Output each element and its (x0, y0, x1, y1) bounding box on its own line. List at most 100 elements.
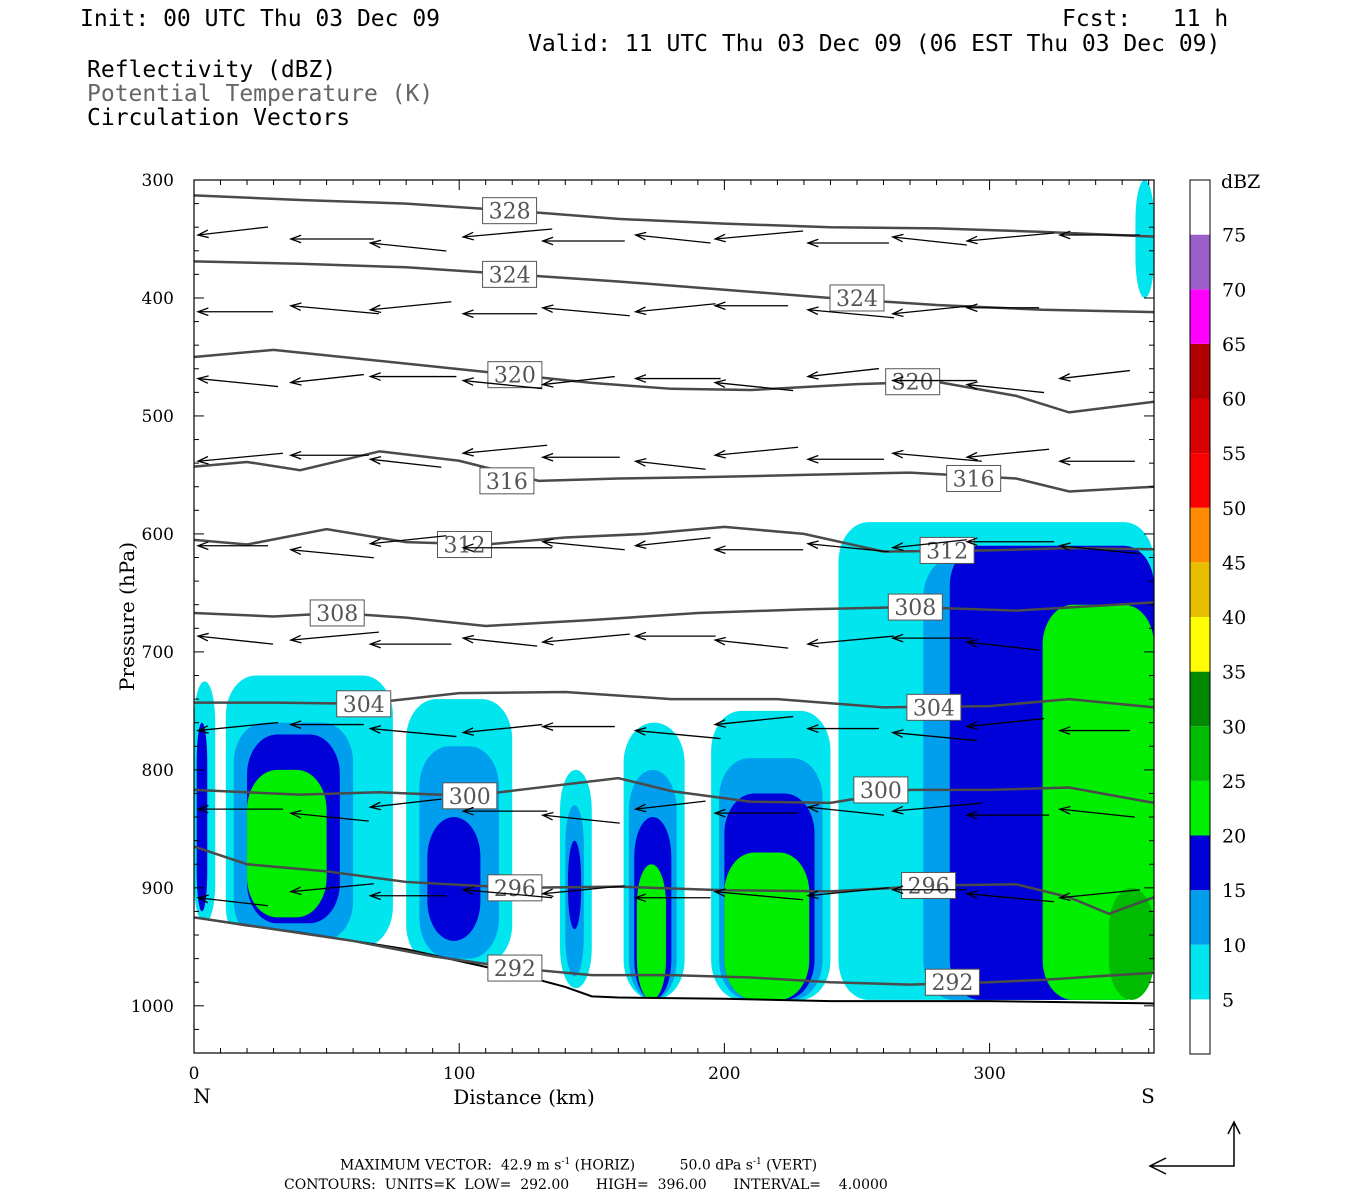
wind-vector-head (461, 447, 475, 457)
max-vert-value: 50.0 dPa s (679, 1157, 753, 1174)
x-tick-label: 300 (973, 1064, 1005, 1084)
contour-label-box (479, 467, 535, 495)
horiz-exponent: -1 (561, 1157, 571, 1167)
wind-vector (542, 541, 625, 551)
contour-label-box (487, 954, 543, 982)
contour-label: 316 (486, 470, 528, 495)
reflectivity-cell (427, 817, 481, 941)
wind-vector-head (965, 721, 978, 730)
colorbar-label: 25 (1222, 771, 1246, 793)
wind-vector-head (1057, 230, 1071, 240)
wind-vector (1059, 545, 1140, 555)
wind-vector-head (540, 636, 554, 646)
wind-vector (290, 373, 364, 384)
x-tick-label: 0 (189, 1064, 200, 1084)
contour-label-box (309, 599, 365, 627)
x-tick-label: 100 (443, 1064, 475, 1084)
wind-vector (966, 383, 1045, 394)
below-ground-mask (194, 917, 1154, 1053)
field-circulation-vectors: Circulation Vectors (87, 105, 351, 131)
contour-label: 308 (894, 596, 936, 621)
wind-vector-head (368, 801, 382, 811)
field-potential-temperature: Potential Temperature (K) (87, 81, 434, 107)
max-horiz-value: 42.9 m s (500, 1157, 562, 1174)
wind-vector-head (965, 537, 978, 547)
y-tick-label: 600 (142, 525, 174, 545)
wind-vector (1059, 889, 1140, 899)
theta-contour-324 (193, 260, 1155, 314)
wind-vector-head (713, 888, 726, 898)
wind-vector-head (368, 891, 381, 901)
wind-vector-head (461, 377, 475, 386)
y-tick-label: 800 (142, 761, 174, 781)
colorbar-segment (1190, 398, 1210, 454)
wind-vector (715, 446, 799, 456)
colorbar-label: 60 (1222, 389, 1246, 411)
max-vector-note: MAXIMUM VECTOR: 42.9 m s-1 (HORIZ) 50.0 … (340, 1158, 817, 1173)
wind-vector-head (713, 301, 726, 311)
contour-label: 304 (343, 693, 385, 718)
wind-vector (463, 889, 553, 899)
wind-vector-head (461, 543, 474, 553)
wind-vector-head (713, 449, 726, 459)
wind-vector-head (288, 377, 302, 386)
wind-vector-head (965, 235, 978, 245)
colorbar-segment (1190, 562, 1210, 617)
wind-vector (542, 814, 620, 824)
wind-vector (635, 303, 716, 313)
colorbar-label: 20 (1222, 826, 1246, 848)
wind-vector-head (461, 231, 474, 241)
wind-vector-head (965, 303, 978, 313)
colorbar-label: 45 (1222, 552, 1246, 574)
colorbar-segment (1190, 507, 1210, 563)
contour-label: 300 (860, 779, 902, 804)
colorbar-segment (1190, 234, 1210, 290)
wind-vector-head (461, 634, 475, 644)
wind-vector (892, 305, 972, 315)
wind-vector (715, 381, 794, 392)
wind-vector-head (713, 379, 726, 388)
wind-vector (197, 897, 269, 907)
wind-vector-head (196, 894, 209, 904)
wind-vector (807, 367, 880, 378)
contour-label-box (946, 464, 1002, 492)
wind-vector-head (806, 890, 819, 900)
reflectivity-layer (194, 180, 1154, 1000)
colorbar-label: 70 (1222, 279, 1246, 301)
wind-vector (715, 891, 804, 901)
horiz-unit: (HORIZ) (570, 1157, 636, 1174)
contour-label-box (924, 968, 980, 996)
colorbar-label: 35 (1222, 662, 1246, 684)
plot-frame (193, 179, 1155, 1054)
colorbar-label: 30 (1222, 716, 1246, 738)
wind-vector-head (368, 639, 381, 649)
wind-vector (967, 893, 1055, 903)
wind-vector-head (890, 449, 904, 459)
wind-vector (635, 537, 711, 547)
colorbar-segment (1190, 726, 1210, 781)
x-end-label-north: N (193, 1084, 211, 1108)
y-tick-label: 300 (142, 171, 174, 191)
x-axis: 0 100 200 300 N S Distance (km) (189, 180, 1155, 1109)
wind-vector (370, 535, 447, 545)
wind-vector-head (965, 451, 978, 461)
theta-contour-292 (193, 916, 1155, 986)
colorbar-label: 55 (1222, 443, 1246, 465)
wind-vector (463, 444, 548, 454)
wind-vector-head (288, 546, 302, 556)
contour-label-box (436, 531, 492, 559)
wind-vector-head (890, 542, 904, 551)
wind-vector-head (540, 304, 554, 314)
wind-vector-head (288, 450, 302, 460)
contour-label-box (853, 776, 909, 804)
y-tick-label: 500 (142, 407, 174, 427)
wind-vector-head (288, 720, 302, 729)
wind-vector-head (540, 538, 554, 548)
wind-vector-head (196, 541, 209, 551)
wind-vector-head (633, 231, 647, 241)
contour-label: 292 (931, 971, 973, 996)
wind-vector (892, 802, 982, 812)
wind-vector (290, 812, 369, 822)
contour-info: CONTOURS: UNITS=K LOW= 292.00 HIGH= 396.… (284, 1177, 888, 1193)
